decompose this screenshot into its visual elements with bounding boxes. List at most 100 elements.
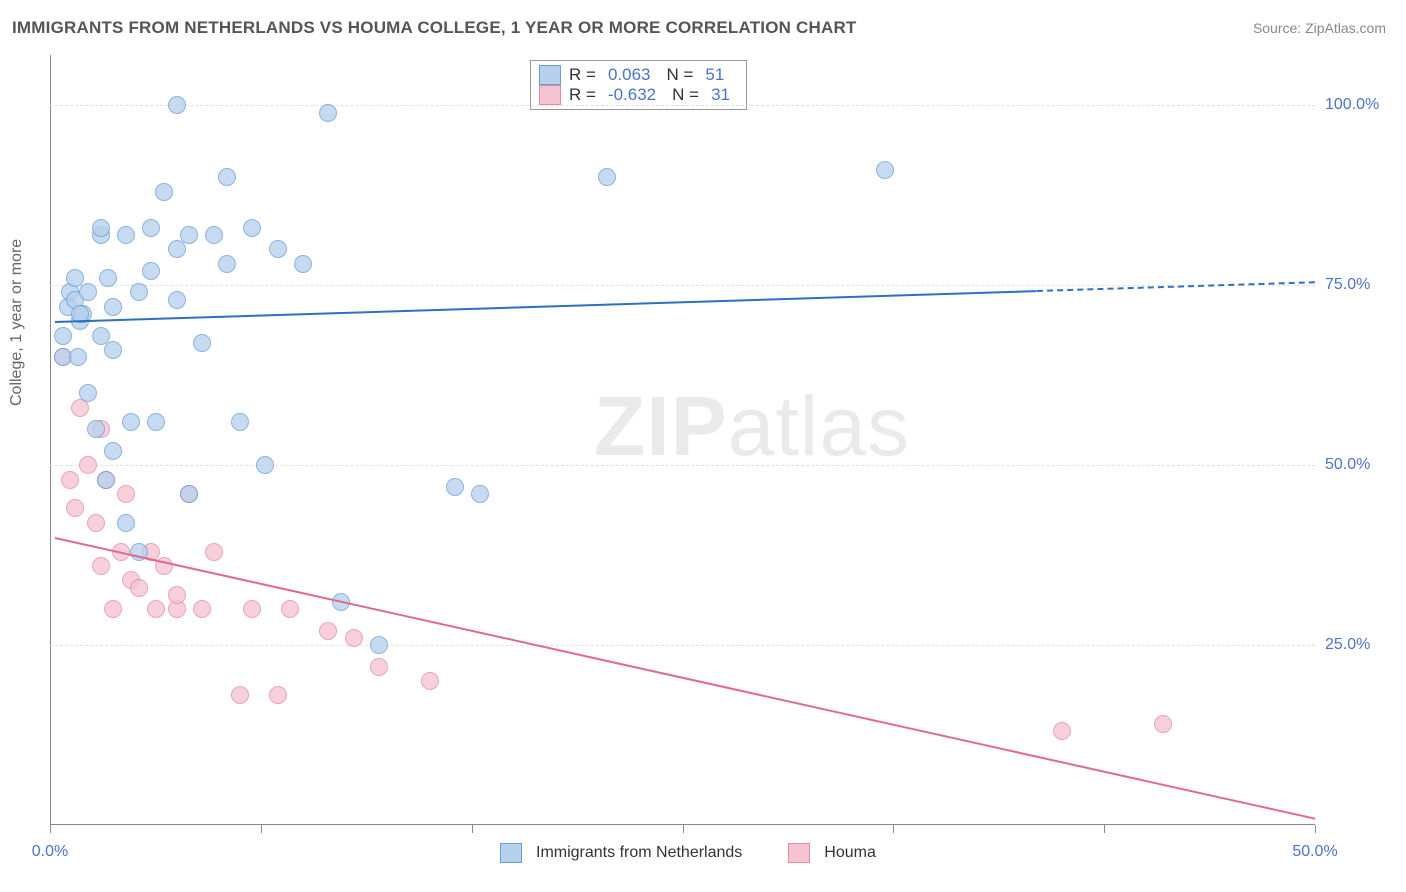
x-tick-label: 0.0%	[32, 843, 68, 861]
r-value-b: -0.632	[608, 85, 656, 105]
source-credit: Source: ZipAtlas.com	[1253, 20, 1386, 36]
houma-marker	[231, 686, 249, 704]
legend-label-a: Immigrants from Netherlands	[536, 844, 742, 862]
immigrants-marker	[598, 168, 616, 186]
immigrants-marker	[104, 442, 122, 460]
x-tick	[261, 825, 262, 833]
legend-swatch-a	[500, 843, 522, 863]
watermark-bold: ZIP	[594, 379, 728, 473]
watermark: ZIPatlas	[594, 378, 910, 475]
immigrants-marker	[97, 471, 115, 489]
immigrants-marker	[104, 298, 122, 316]
immigrants-marker	[147, 413, 165, 431]
immigrants-marker	[168, 96, 186, 114]
immigrants-marker	[92, 219, 110, 237]
immigrants-marker	[117, 226, 135, 244]
immigrants-marker	[79, 283, 97, 301]
houma-marker	[61, 471, 79, 489]
immigrants-marker	[218, 255, 236, 273]
immigrants-marker	[117, 514, 135, 532]
immigrants-marker	[319, 104, 337, 122]
immigrants-marker	[370, 636, 388, 654]
r-value-a: 0.063	[608, 65, 651, 85]
immigrants-marker	[54, 327, 72, 345]
x-tick-label: 50.0%	[1292, 843, 1337, 861]
immigrants-marker	[256, 456, 274, 474]
immigrants-marker	[69, 348, 87, 366]
trend-line-houma	[55, 537, 1315, 820]
houma-marker	[281, 600, 299, 618]
immigrants-marker	[218, 168, 236, 186]
immigrants-marker	[168, 291, 186, 309]
houma-marker	[205, 543, 223, 561]
chart-title: IMMIGRANTS FROM NETHERLANDS VS HOUMA COL…	[12, 18, 857, 38]
chart-legend: Immigrants from Netherlands Houma	[500, 843, 876, 863]
houma-marker	[87, 514, 105, 532]
houma-marker	[345, 629, 363, 647]
watermark-rest: atlas	[728, 379, 910, 473]
y-tick-label: 75.0%	[1325, 276, 1385, 294]
houma-marker	[117, 485, 135, 503]
n-value-b: 31	[711, 85, 730, 105]
immigrants-marker	[231, 413, 249, 431]
immigrants-marker	[446, 478, 464, 496]
immigrants-marker	[142, 219, 160, 237]
immigrants-marker	[471, 485, 489, 503]
immigrants-marker	[193, 334, 211, 352]
legend-label-b: Houma	[824, 844, 876, 862]
y-tick-label: 50.0%	[1325, 456, 1385, 474]
n-label-b: N =	[672, 85, 699, 105]
houma-marker	[1154, 715, 1172, 733]
y-axis-label: College, 1 year or more	[8, 239, 26, 406]
immigrants-marker	[180, 485, 198, 503]
r-label-b: R =	[569, 85, 596, 105]
stats-row-series-a: R = 0.063 N = 51	[539, 65, 738, 85]
immigrants-marker	[104, 341, 122, 359]
houma-marker	[92, 557, 110, 575]
grid-line	[50, 465, 1315, 466]
immigrants-marker	[180, 226, 198, 244]
r-label-a: R =	[569, 65, 596, 85]
correlation-stats-box: R = 0.063 N = 51 R = -0.632 N = 31	[530, 60, 747, 110]
houma-marker	[130, 579, 148, 597]
trend-line-immigrants	[55, 290, 1037, 323]
houma-marker	[66, 499, 84, 517]
y-axis-line	[50, 55, 51, 825]
source-prefix: Source:	[1253, 20, 1305, 36]
x-tick	[50, 825, 51, 833]
legend-swatch-b	[788, 843, 810, 863]
n-label-a: N =	[666, 65, 693, 85]
houma-marker	[79, 456, 97, 474]
grid-line	[50, 645, 1315, 646]
immigrants-marker	[99, 269, 117, 287]
immigrants-marker	[168, 240, 186, 258]
immigrants-marker	[205, 226, 223, 244]
x-tick	[1315, 825, 1316, 833]
houma-marker	[370, 658, 388, 676]
houma-marker	[147, 600, 165, 618]
grid-line	[50, 105, 1315, 106]
grid-line	[50, 285, 1315, 286]
x-tick	[893, 825, 894, 833]
houma-marker	[168, 586, 186, 604]
houma-marker	[243, 600, 261, 618]
swatch-series-b	[539, 85, 561, 105]
immigrants-marker	[269, 240, 287, 258]
x-tick	[683, 825, 684, 833]
immigrants-marker	[142, 262, 160, 280]
immigrants-marker	[130, 283, 148, 301]
immigrants-marker	[155, 183, 173, 201]
houma-marker	[319, 622, 337, 640]
trend-line-immigrants-ext	[1037, 282, 1315, 293]
houma-marker	[421, 672, 439, 690]
immigrants-marker	[79, 384, 97, 402]
immigrants-marker	[243, 219, 261, 237]
houma-marker	[269, 686, 287, 704]
x-tick	[1104, 825, 1105, 833]
immigrants-marker	[87, 420, 105, 438]
scatter-plot: ZIPatlas R = 0.063 N = 51 R = -0.632 N =…	[50, 55, 1315, 825]
n-value-a: 51	[705, 65, 724, 85]
source-link[interactable]: ZipAtlas.com	[1305, 20, 1386, 36]
immigrants-marker	[876, 161, 894, 179]
houma-marker	[1053, 722, 1071, 740]
